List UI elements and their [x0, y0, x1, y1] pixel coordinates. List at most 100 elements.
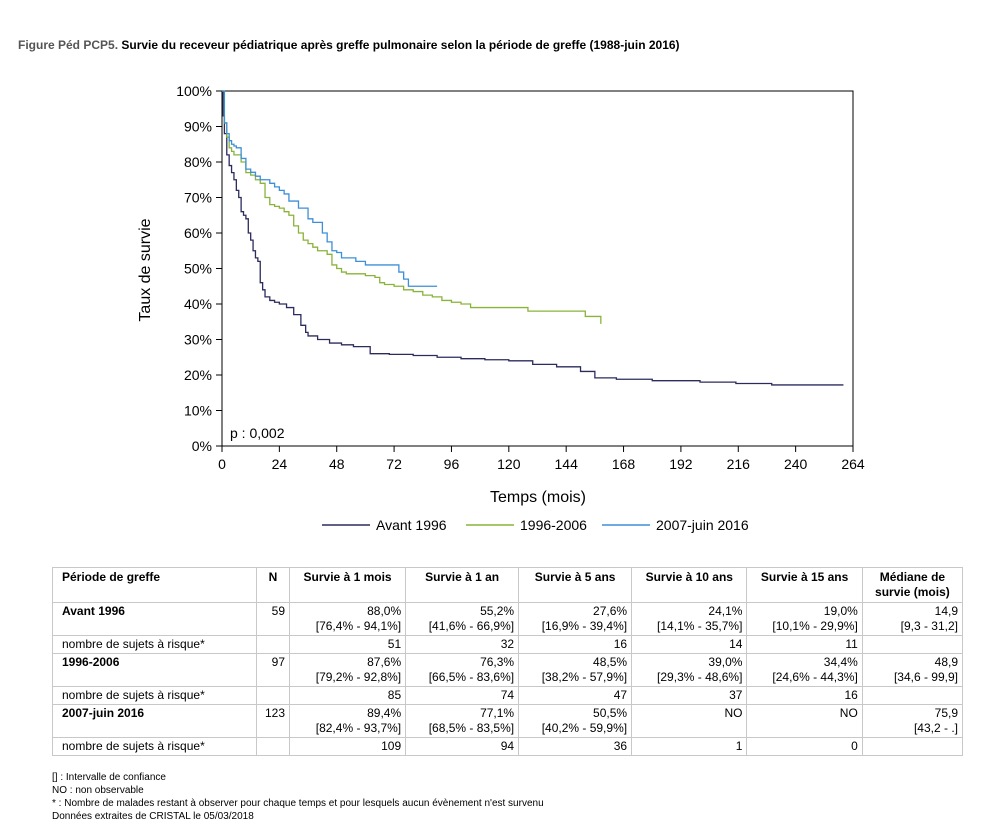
cell-s10a: NO	[631, 704, 748, 738]
header-survie-5-ans: Survie à 5 ans	[518, 567, 633, 603]
header-mediane-line2: survie (mois)	[875, 585, 950, 599]
x-tick-label: 168	[612, 456, 636, 472]
header-periode: Période de greffe	[52, 567, 257, 603]
cell-value: 76,3%	[480, 655, 515, 669]
cell-value: 88,0%	[367, 604, 402, 618]
cell-value: 39,0%	[708, 655, 743, 669]
cell-n: 97	[256, 653, 290, 687]
cell-median: 14,9 [9,3 - 31,2]	[861, 602, 964, 636]
x-tick-label: 216	[727, 456, 751, 472]
cell-empty	[256, 686, 290, 705]
header-survie-1-mois: Survie à 1 mois	[288, 567, 407, 603]
cell-periode: 1996-2006	[52, 653, 257, 687]
cell-s1a: 55,2% [41,6% - 66,9%]	[405, 602, 520, 636]
x-tick-label: 144	[555, 456, 579, 472]
cell-value: NO	[839, 706, 858, 720]
cell-ci: [29,3% - 48,6%]	[657, 670, 743, 684]
cell-s1m: 87,6% [79,2% - 92,8%]	[288, 653, 407, 687]
cell-empty	[861, 686, 964, 705]
cell-s1m: 89,4% [82,4% - 93,7%]	[288, 704, 407, 738]
cell-risk-label: nombre de sujets à risque*	[52, 635, 257, 654]
cell-value: 48,9	[934, 655, 958, 669]
y-axis: 0% 10% 20% 30% 40% 50% 60% 70% 80% 90% 100%	[176, 83, 222, 454]
y-tick-label: 80%	[184, 154, 212, 170]
y-tick-label: 70%	[184, 190, 212, 206]
x-tick-label: 240	[784, 456, 808, 472]
cell-value: 87,6%	[367, 655, 402, 669]
cell-value: 19,0%	[823, 604, 858, 618]
series-line-2	[222, 90, 438, 287]
cell-s15a: NO	[746, 704, 863, 738]
cell-risk-label: nombre de sujets à risque*	[52, 737, 257, 756]
survival-chart: 0% 10% 20% 30% 40% 50% 60% 70% 80% 90% 100% 0 24 48 7…	[137, 83, 865, 533]
cell-empty	[256, 635, 290, 654]
cell-ci: [76,4% - 94,1%]	[315, 619, 402, 633]
cell-value: 34,4%	[823, 655, 858, 669]
plot-frame	[221, 90, 854, 447]
x-tick-label: 24	[272, 456, 288, 472]
x-axis: 0 24 48 72 96 120 144 168 192 216 240 264	[218, 446, 865, 472]
cell-empty	[861, 635, 964, 654]
header-mediane: Médiane de survie (mois)	[861, 567, 964, 603]
series-line-1	[222, 90, 602, 324]
y-tick-label: 0%	[192, 438, 212, 454]
cell-value: 89,4%	[367, 706, 402, 720]
cell-ci: [9,3 - 31,2]	[900, 619, 958, 633]
cell-value: 48,5%	[593, 655, 628, 669]
y-tick-label: 60%	[184, 225, 212, 241]
cell-s1a: 77,1% [68,5% - 83,5%]	[405, 704, 520, 738]
cell-risk-s1m: 51	[288, 635, 407, 654]
cell-risk-s5a: 47	[518, 686, 633, 705]
cell-empty	[256, 737, 290, 756]
cell-risk-s1a: 74	[405, 686, 520, 705]
cell-ci: [40,2% - 59,9%]	[541, 721, 628, 735]
cell-periode: 2007-juin 2016	[52, 704, 257, 738]
table-row: 2007-juin 2016 123 89,4% [82,4% - 93,7%] 77,…	[52, 704, 964, 738]
cell-value: NO	[724, 706, 743, 720]
cell-ci: [10,1% - 29,9%]	[772, 619, 858, 633]
legend-label-2: 2007-juin 2016	[656, 517, 749, 533]
table-row: 1996-2006 97 87,6% [79,2% - 92,8%] 76,3% [66,…	[52, 653, 964, 687]
cell-value: 27,6%	[593, 604, 628, 618]
cell-s5a: 48,5% [38,2% - 57,9%]	[518, 653, 633, 687]
cell-s5a: 27,6% [16,9% - 39,4%]	[518, 602, 633, 636]
y-tick-label: 10%	[184, 403, 212, 419]
figure-label: Figure Péd PCP5.	[18, 38, 119, 52]
figure-title-text: Survie du receveur pédiatrique après gre…	[121, 38, 680, 52]
y-tick-label: 90%	[184, 119, 212, 135]
header-survie-1-an: Survie à 1 an	[405, 567, 520, 603]
y-tick-label: 20%	[184, 367, 212, 383]
x-tick-label: 0	[218, 456, 226, 472]
cell-risk-s15a: 16	[746, 686, 863, 705]
cell-s10a: 39,0% [29,3% - 48,6%]	[631, 653, 748, 687]
cell-ci: [79,2% - 92,8%]	[315, 670, 402, 684]
y-tick-label: 100%	[176, 83, 212, 99]
table-body: Avant 1996 59 88,0% [76,4% - 94,1%] 55,2% [41…	[52, 602, 964, 756]
figure-title: Figure Péd PCP5. Survie du receveur pédi…	[18, 38, 680, 52]
series-lines	[222, 90, 844, 386]
cell-empty	[861, 737, 964, 756]
cell-ci: [68,5% - 83,5%]	[428, 721, 515, 735]
cell-n: 59	[256, 602, 290, 636]
cell-risk-s1a: 32	[405, 635, 520, 654]
cell-n: 123	[256, 704, 290, 738]
y-tick-label: 40%	[184, 296, 212, 312]
x-tick-label: 48	[329, 456, 345, 472]
cell-median: 75,9 [43,2 - .]	[861, 704, 964, 738]
footnote-line: * : Nombre de malades restant à observer…	[52, 798, 544, 809]
footnote-line: NO : non observable	[52, 785, 144, 796]
y-tick-label: 30%	[184, 332, 212, 348]
x-tick-label: 192	[669, 456, 693, 472]
table-row-risk: nombre de sujets à risque* 85 74 47 37 16	[52, 686, 964, 705]
cell-s10a: 24,1% [14,1% - 35,7%]	[631, 602, 748, 636]
y-tick-label: 50%	[184, 261, 212, 277]
table-row: Avant 1996 59 88,0% [76,4% - 94,1%] 55,2% [41…	[52, 602, 964, 636]
cell-value: 55,2%	[480, 604, 515, 618]
cell-s1m: 88,0% [76,4% - 94,1%]	[288, 602, 407, 636]
cell-risk-s1m: 109	[288, 737, 407, 756]
cell-s5a: 50,5% [40,2% - 59,9%]	[518, 704, 633, 738]
cell-risk-s5a: 16	[518, 635, 633, 654]
legend-label-0: Avant 1996	[376, 517, 447, 533]
header-mediane-line1: Médiane de	[879, 570, 946, 584]
cell-ci: [82,4% - 93,7%]	[315, 721, 402, 735]
